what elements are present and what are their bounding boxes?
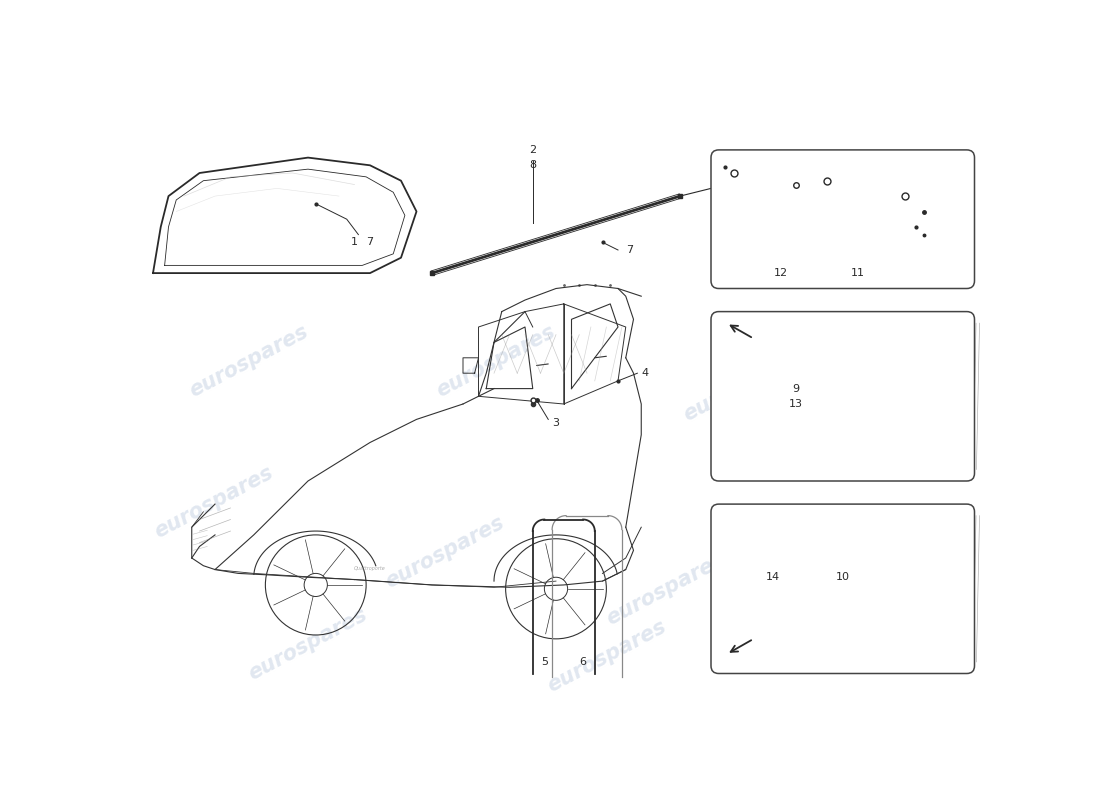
Text: 3: 3	[552, 418, 560, 428]
Text: eurospares: eurospares	[603, 549, 729, 629]
Text: 14: 14	[766, 572, 780, 582]
Text: 7: 7	[626, 245, 634, 255]
Text: eurospares: eurospares	[245, 605, 371, 684]
FancyBboxPatch shape	[711, 150, 975, 289]
FancyBboxPatch shape	[711, 504, 975, 674]
Text: 7: 7	[366, 238, 374, 247]
Text: 13: 13	[790, 399, 803, 409]
Text: eurospares: eurospares	[543, 617, 669, 696]
Text: 4: 4	[641, 368, 649, 378]
Text: 5: 5	[541, 657, 548, 667]
FancyBboxPatch shape	[711, 311, 975, 481]
Text: 2: 2	[529, 145, 537, 155]
Text: 8: 8	[529, 160, 537, 170]
Text: 10: 10	[836, 572, 849, 582]
Text: 11: 11	[851, 268, 866, 278]
Text: eurospares: eurospares	[432, 321, 559, 401]
Text: eurospares: eurospares	[186, 321, 311, 401]
Text: eurospares: eurospares	[382, 512, 507, 592]
Text: eurospares: eurospares	[680, 346, 805, 426]
Text: eurospares: eurospares	[152, 462, 277, 542]
Text: 1: 1	[351, 238, 358, 247]
Text: 9: 9	[793, 383, 800, 394]
Text: 12: 12	[773, 268, 788, 278]
Text: Quattroporte: Quattroporte	[354, 566, 386, 570]
Text: 6: 6	[580, 657, 586, 667]
